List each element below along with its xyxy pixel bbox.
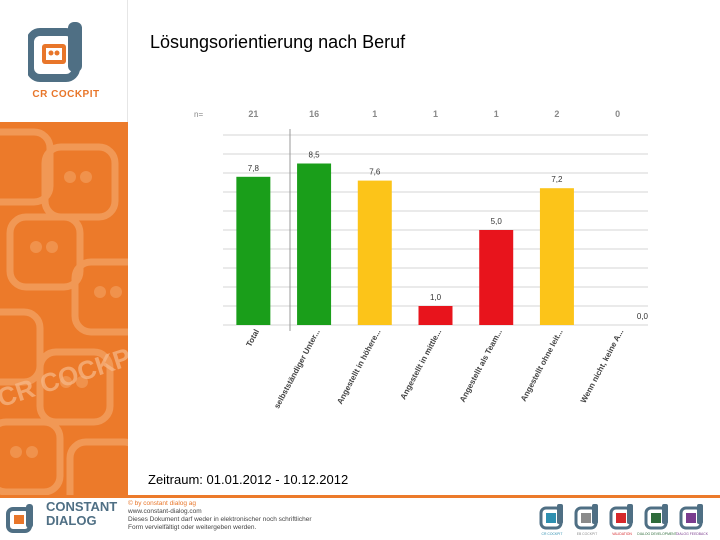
footer-brand-line1: CONSTANT	[46, 499, 118, 514]
category-label: selbstständiger Unter...	[272, 328, 321, 410]
sidebar: CR COCKPIT CR COCKPIT	[0, 0, 128, 495]
logo-text: CR COCKPIT	[32, 89, 100, 100]
product-icon[interactable]: DIALOG FEEDBACK	[676, 504, 709, 536]
product-label: EB COCKPIT	[577, 532, 598, 536]
footer-copyright-line: © by constant dialog ag	[128, 500, 197, 507]
sidebar-pattern: CR COCKPIT	[0, 122, 128, 495]
n-value: 16	[309, 109, 319, 119]
n-value: 2	[554, 109, 559, 119]
page-title: Lösungsorientierung nach Beruf	[150, 32, 406, 52]
data-label: 8,5	[309, 151, 321, 160]
product-icon[interactable]: CR COCKPIT	[539, 504, 563, 536]
product-label: DIALOG DEVELOPMENT	[637, 532, 676, 536]
category-label: Angestellt in mittle...	[399, 328, 444, 401]
footer-notice-2: Form vervielfältigt oder weitergeben wer…	[128, 524, 257, 531]
footer-brand: CONSTANT DIALOG	[46, 500, 117, 528]
bar	[357, 180, 392, 325]
bar	[539, 188, 574, 325]
data-label: 7,6	[369, 168, 381, 177]
footer-brand-line2: DIALOG	[46, 513, 97, 528]
product-icon[interactable]: VALIDATION	[609, 504, 633, 536]
category-label: Angestellt als Team...	[458, 328, 504, 404]
n-value: 1	[494, 109, 499, 119]
n-value: 0	[615, 109, 620, 119]
constant-dialog-logo	[6, 504, 33, 533]
product-label: VALIDATION	[612, 532, 632, 536]
category-label: Angestellt ohne leit...	[519, 328, 565, 403]
product-icon[interactable]: DIALOG DEVELOPMENT	[637, 504, 677, 536]
data-label: 5,0	[491, 217, 503, 226]
bar	[297, 163, 332, 325]
data-label: 7,2	[551, 175, 563, 184]
watermark-pattern: CR COCKPIT	[0, 128, 128, 495]
data-label: 7,8	[248, 164, 260, 173]
bar	[236, 176, 271, 325]
footer-url[interactable]: www.constant-dialog.com	[128, 508, 202, 515]
product-label: CR COCKPIT	[542, 532, 563, 536]
footer: CONSTANT DIALOG © by constant dialog ag …	[0, 495, 720, 540]
cr-cockpit-logo	[28, 22, 82, 82]
footer-notice-1: Dieses Dokument darf weder in elektronis…	[128, 516, 312, 523]
bar	[479, 230, 514, 325]
timeframe-label: Zeitraum: 01.01.2012 - 10.12.2012	[148, 472, 349, 487]
sidebar-logo-area: CR COCKPIT	[0, 0, 128, 122]
n-value: 1	[372, 109, 377, 119]
n-value: 21	[248, 109, 258, 119]
category-label: Wenn nicht, keine A...	[579, 328, 626, 405]
n-value: 1	[433, 109, 438, 119]
footer-divider	[0, 495, 720, 498]
data-label: 1,0	[430, 293, 442, 302]
footer-copyright: © by constant dialog ag www.constant-dia…	[128, 500, 388, 532]
bar	[418, 306, 453, 325]
n-label: n=	[194, 110, 203, 119]
data-label: 0,0	[637, 312, 649, 321]
product-icon[interactable]: EB COCKPIT	[574, 504, 598, 536]
product-label: DIALOG FEEDBACK	[676, 532, 709, 536]
product-icons: CR COCKPIT EB COCKPIT VALIDATION DIALOG DEV…	[539, 504, 709, 536]
category-label: Total	[244, 328, 261, 349]
category-label: Angestellt in höhere...	[335, 328, 382, 406]
